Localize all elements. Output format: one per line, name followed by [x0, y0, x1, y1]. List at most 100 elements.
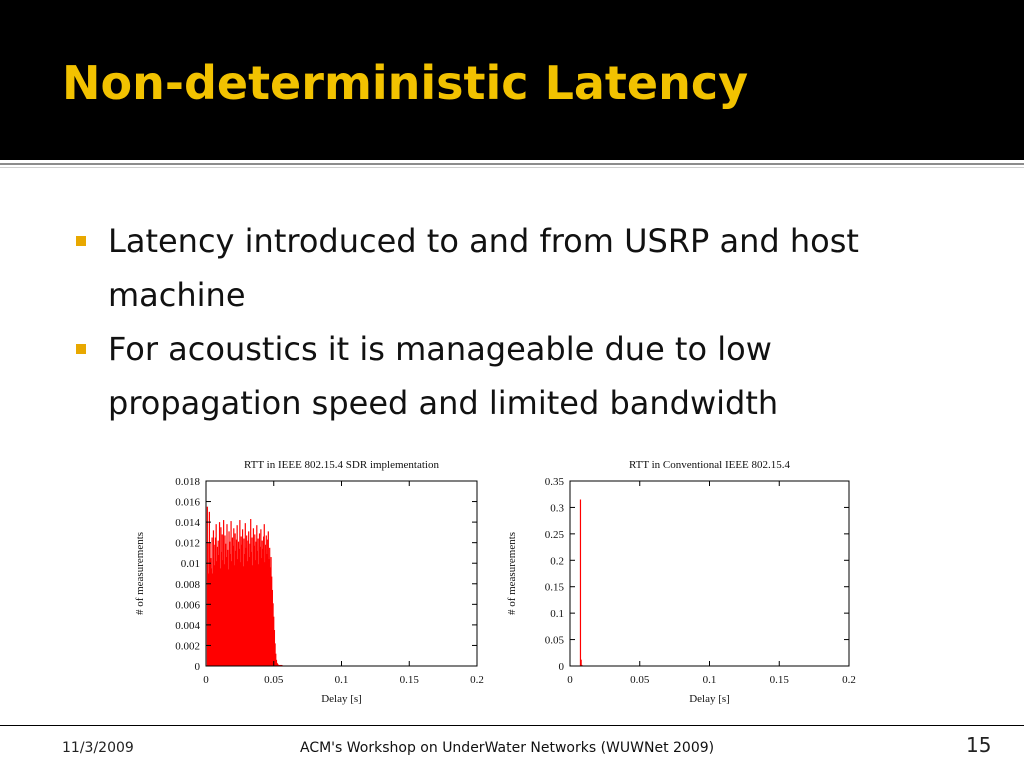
histogram-bar [275, 653, 277, 666]
title-divider-thin [0, 167, 1024, 168]
bullet-item: For acoustics it is manageable due to lo… [74, 322, 974, 430]
histogram-bar [269, 547, 271, 666]
histogram-bar [247, 540, 249, 666]
y-tick-label: 0 [559, 661, 565, 673]
histogram-bar [230, 521, 232, 666]
y-tick-label: 0.2 [550, 555, 564, 567]
histogram-bar [275, 659, 278, 666]
histogram-bar [271, 589, 273, 666]
histogram-bar [220, 527, 222, 666]
histogram-bar [256, 525, 258, 666]
histogram-bar [218, 555, 220, 666]
y-tick-label: 0.016 [175, 497, 200, 509]
histogram-bar [215, 524, 217, 666]
histogram-bar [239, 520, 241, 666]
histogram-bar [229, 541, 231, 666]
slide-number: 15 [966, 733, 992, 757]
histogram-bar [267, 531, 269, 666]
histogram-chart-sdr: RTT in IEEE 802.15.4 SDR implementation 0… [134, 459, 484, 705]
histogram-bar [246, 561, 248, 666]
chart-title: RTT in IEEE 802.15.4 SDR implementation [244, 459, 439, 471]
histogram-bar [244, 523, 246, 666]
histogram-bar [231, 561, 233, 666]
histogram-chart-conventional: RTT in Conventional IEEE 802.15.4 0 0.05 0.… [506, 459, 856, 705]
y-tick-label: 0.006 [175, 599, 200, 611]
histogram-bar [252, 565, 254, 666]
bullet-text: Latency introduced to and from USRP and … [108, 222, 859, 314]
histogram-bar [279, 664, 281, 666]
footer-title: ACM's Workshop on UnderWater Networks (W… [300, 740, 715, 756]
title-bar: Non-deterministic Latency [0, 0, 1024, 160]
x-tick-label: 0.05 [630, 674, 650, 686]
y-tick-label: 0.018 [175, 476, 200, 488]
histogram-bar [269, 567, 271, 666]
footer-divider [0, 725, 1024, 726]
histogram-bar [237, 559, 239, 666]
histogram-bar [231, 537, 234, 666]
histogram-bar [216, 546, 219, 666]
histogram-bar [224, 535, 226, 666]
x-tick-label: 0.1 [703, 674, 717, 686]
histogram-bar [244, 553, 246, 666]
histogram-bar [213, 544, 215, 666]
x-axis-label: Delay [s] [689, 693, 730, 705]
histogram-bar [214, 565, 216, 666]
histogram-bar [214, 537, 217, 666]
x-tick-label: 0.2 [470, 674, 484, 686]
histogram-bar [227, 569, 229, 666]
histogram-bar [281, 664, 283, 666]
histogram-bar [240, 536, 242, 666]
title-divider [0, 163, 1024, 165]
x-tick-label: 0 [203, 674, 209, 686]
histogram-bar [262, 548, 264, 666]
x-tick-label: 0.15 [770, 674, 790, 686]
histogram-bar [225, 557, 227, 666]
y-tick-label: 0.1 [550, 608, 564, 620]
histogram-bar [233, 528, 235, 666]
histogram-bar [278, 664, 280, 666]
histogram-bar [218, 522, 221, 666]
histogram-bar [241, 529, 244, 666]
histogram-bar [279, 664, 282, 666]
histogram-bar [249, 543, 251, 666]
histogram-bar [255, 541, 257, 666]
y-tick-label: 0.15 [545, 582, 565, 594]
y-tick-label: 0.25 [545, 529, 565, 541]
histogram-bar [261, 540, 263, 666]
square-bullet-icon [76, 344, 86, 354]
histogram-bar [270, 557, 272, 666]
histogram-bar [222, 560, 224, 666]
histogram-bar [220, 551, 223, 666]
histogram-bar [260, 558, 263, 666]
histogram-bar [579, 499, 582, 666]
histogram-bar [225, 543, 227, 666]
histogram-bar [251, 537, 253, 666]
histogram-bar [274, 643, 276, 666]
y-tick-label: 0.004 [175, 620, 200, 632]
histogram-bar [223, 520, 225, 666]
histogram-bar [208, 573, 210, 666]
y-tick-label: 0.3 [550, 502, 564, 514]
histogram-bar [234, 533, 236, 666]
histogram-bar [237, 541, 240, 666]
histogram-bar [246, 535, 248, 666]
histogram-bar [253, 545, 255, 666]
histogram-bar [223, 564, 225, 666]
y-tick-label: 0 [195, 661, 201, 673]
y-tick-label: 0.002 [175, 640, 200, 652]
plot-frame [569, 480, 850, 667]
bullet-list: Latency introduced to and from USRP and … [74, 214, 974, 430]
histogram-bar [243, 538, 245, 666]
histogram-bar [260, 529, 262, 666]
histogram-bar [233, 565, 236, 666]
histogram-bar [272, 603, 274, 666]
histogram-bar [276, 662, 278, 666]
histogram-bar [210, 568, 213, 666]
y-tick-label: 0.014 [175, 517, 200, 529]
histogram-bar [265, 544, 267, 666]
histogram-bar [262, 536, 265, 666]
histogram-bar [277, 663, 279, 666]
histogram-bar [277, 664, 280, 666]
histogram-bar [235, 550, 237, 666]
histogram-bar [219, 568, 221, 666]
